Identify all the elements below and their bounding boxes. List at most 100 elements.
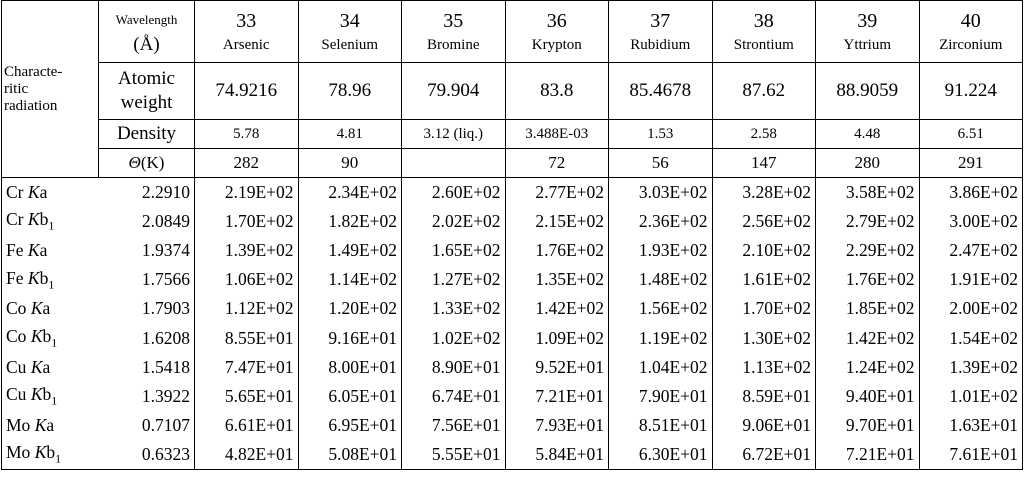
density: 6.51 (918, 119, 1023, 149)
atomic-weight: 78.96 (297, 62, 402, 120)
theta: 291 (918, 148, 1023, 178)
table-row: Θ(K) 282 90 72 56 147 280 291 (2, 148, 1023, 178)
mass-absorption: 2.15E+02 (504, 207, 609, 237)
atomic-weight: 85.4678 (608, 62, 713, 120)
mass-absorption: 1.49E+02 (297, 236, 402, 266)
mass-absorption: 1.24E+02 (815, 352, 920, 382)
subscript: 1 (48, 277, 55, 292)
mass-absorption: 1.54E+02 (918, 323, 1023, 353)
anode: Mo (6, 414, 31, 435)
mass-absorption: 7.21E+01 (504, 381, 609, 411)
table-row: Atomic weight 74.9216 78.96 79.904 83.8 85.467… (2, 62, 1023, 120)
mass-absorption: 6.74E+01 (401, 381, 506, 411)
density: 5.78 (194, 119, 299, 149)
radiation: Cu Kb1 (1, 381, 99, 411)
mass-absorption: 2.10E+02 (711, 236, 816, 266)
theta: 282 (194, 148, 299, 178)
element-name: Zirconium (939, 36, 1003, 53)
mass-absorption: 1.42E+02 (504, 294, 609, 324)
mass-absorption: 7.90E+01 (608, 381, 713, 411)
mass-absorption: 7.56E+01 (401, 410, 506, 440)
line: a (46, 414, 55, 435)
atomic-number: 37 (650, 9, 671, 32)
mass-absorption: 1.27E+02 (401, 265, 506, 295)
mass-absorption: 1.93E+02 (608, 236, 713, 266)
table-row: Density 5.78 4.81 3.12 (liq.) 3.488E-03 1.53 2… (2, 119, 1023, 149)
line: b (39, 209, 49, 230)
theta (401, 148, 506, 178)
atomic-number: 38 (753, 9, 774, 32)
mass-absorption: 7.61E+01 (918, 439, 1023, 470)
mass-absorption: 1.61E+02 (711, 265, 816, 295)
mass-absorption: 8.59E+01 (711, 381, 816, 411)
anode: Fe (6, 267, 24, 288)
corner-line: radiation (4, 97, 58, 114)
mass-absorption: 6.95E+01 (297, 410, 402, 440)
mass-absorption: 1.70E+02 (711, 294, 816, 324)
line: a (42, 356, 51, 377)
element-header: 36 Krypton (504, 0, 609, 63)
element-name: Krypton (531, 36, 582, 53)
table-row: Characte-ritic radiation Wavelength (Å) 33 Ar… (1, 0, 1023, 178)
table-row: Mo Kb1 0.6323 4.82E+01 5.08E+01 5.55E+01 5.84… (1, 439, 1023, 470)
theta: 280 (815, 148, 920, 178)
theta: 147 (711, 148, 816, 178)
wavelength-header: Wavelength (Å) (98, 0, 195, 63)
mass-absorption: 1.04E+02 (608, 352, 713, 382)
atomic-number: 33 (236, 9, 257, 32)
line: b (42, 383, 52, 404)
mass-absorption: 1.09E+02 (504, 323, 609, 353)
anode: Cu (6, 356, 27, 377)
theta: 90 (297, 148, 402, 178)
wavelength: 1.6208 (98, 323, 195, 353)
mass-absorption: 1.39E+02 (918, 352, 1023, 382)
mass-absorption: 1.76E+02 (815, 265, 920, 295)
mass-absorption: 2.56E+02 (711, 207, 816, 237)
mass-absorption: 5.65E+01 (194, 381, 299, 411)
mass-absorption: 2.60E+02 (401, 177, 506, 208)
shell: K (30, 356, 43, 377)
element-name: Strontium (733, 36, 794, 53)
mass-absorption: 2.02E+02 (401, 207, 506, 237)
wavelength: 0.7107 (98, 410, 195, 440)
wavelength: 1.7903 (98, 294, 195, 324)
radiation: Cu Ka (1, 352, 99, 382)
shell: K (27, 209, 40, 230)
mass-absorption: 9.06E+01 (711, 410, 816, 440)
mass-absorption: 6.05E+01 (297, 381, 402, 411)
element-header: 40 Zirconium (918, 0, 1023, 63)
mass-absorption: 2.77E+02 (504, 177, 609, 208)
mass-absorption: 3.58E+02 (815, 177, 920, 208)
table-row: Cu Ka 1.5418 7.47E+01 8.00E+01 8.90E+01 9.52E… (1, 352, 1023, 382)
corner-line: ritic (4, 80, 29, 97)
radiation: Mo Kb1 (1, 439, 99, 470)
radiation: Co Ka (1, 294, 99, 324)
mass-absorption: 9.70E+01 (815, 410, 920, 440)
subscript: 1 (48, 218, 55, 233)
density: 3.12 (liq.) (401, 119, 506, 149)
anode: Mo (6, 442, 31, 463)
shell: K (30, 325, 43, 346)
atomic-number: 39 (857, 9, 878, 32)
element-header: 34 Selenium (297, 0, 402, 63)
radiation: Cr Ka (1, 177, 99, 208)
label-line: Atomic (118, 68, 175, 89)
theta-symbol: Θ (128, 153, 141, 172)
subscript: 1 (51, 335, 58, 350)
mass-absorption: 1.13E+02 (711, 352, 816, 382)
mass-absorption: 1.14E+02 (297, 265, 402, 295)
corner-cell: Characte-ritic radiation (1, 0, 99, 178)
line: a (39, 182, 48, 203)
mass-absorption: 2.47E+02 (918, 236, 1023, 266)
shell: K (27, 267, 40, 288)
mass-absorption: 1.01E+02 (918, 381, 1023, 411)
mass-absorption: 6.61E+01 (194, 410, 299, 440)
atomic-number: 35 (443, 9, 464, 32)
element-name: Yttrium (843, 36, 892, 53)
shell: K (34, 414, 47, 435)
anode: Cr (6, 209, 24, 230)
table-row: Fe Ka 1.9374 1.39E+02 1.49E+02 1.65E+02 1.76E… (1, 236, 1023, 266)
wavelength: 2.2910 (98, 177, 195, 208)
absorption-table: Characte-ritic radiation Wavelength (Å) 33 Ar… (1, 0, 1023, 470)
